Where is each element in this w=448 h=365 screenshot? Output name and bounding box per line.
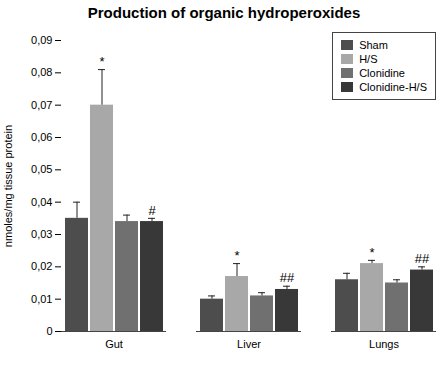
- svg-text:Gut: Gut: [105, 338, 123, 350]
- html-text:H/S: H/S: [359, 53, 378, 65]
- svg-text:##: ##: [415, 251, 430, 266]
- svg-text:0: 0: [46, 325, 52, 337]
- svg-text:*: *: [369, 245, 374, 260]
- svg-text:0,06: 0,06: [31, 131, 52, 143]
- svg-text:*: *: [99, 54, 104, 69]
- svg-text:0,04: 0,04: [31, 196, 52, 208]
- svg-text:Lungs: Lungs: [369, 338, 399, 350]
- svg-text:*: *: [234, 248, 239, 263]
- svg-text:#: #: [148, 202, 156, 217]
- svg-text:0,08: 0,08: [31, 66, 52, 78]
- svg-text:0,02: 0,02: [31, 260, 52, 272]
- svg-text:Liver: Liver: [237, 338, 261, 350]
- svg-text:0,05: 0,05: [31, 163, 52, 175]
- html-text:Clonidine: Clonidine: [359, 67, 405, 79]
- html-text:Production of organic hydroper: Production of organic hydroperoxides: [87, 4, 361, 21]
- svg-text:nmoles/mg tissue protein: nmoles/mg tissue protein: [2, 125, 14, 247]
- svg-text:0,09: 0,09: [31, 34, 52, 46]
- svg-text:0,03: 0,03: [31, 228, 52, 240]
- svg-text:##: ##: [280, 270, 295, 285]
- html-text:Sham: Sham: [359, 39, 388, 51]
- svg-text:0,07: 0,07: [31, 99, 52, 111]
- html-text:Clonidine-H/S: Clonidine-H/S: [359, 81, 427, 93]
- svg-text:0,01: 0,01: [31, 293, 52, 305]
